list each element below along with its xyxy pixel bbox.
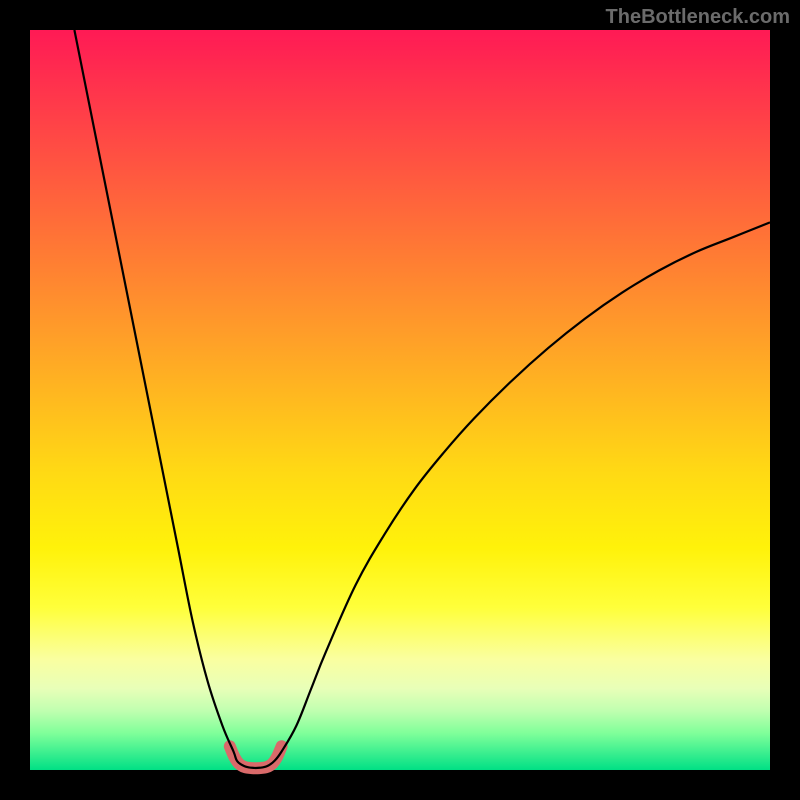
bottleneck-chart: TheBottleneck.com (0, 0, 800, 800)
plot-gradient-background (30, 30, 770, 770)
chart-svg (0, 0, 800, 800)
watermark-text: TheBottleneck.com (606, 6, 790, 29)
